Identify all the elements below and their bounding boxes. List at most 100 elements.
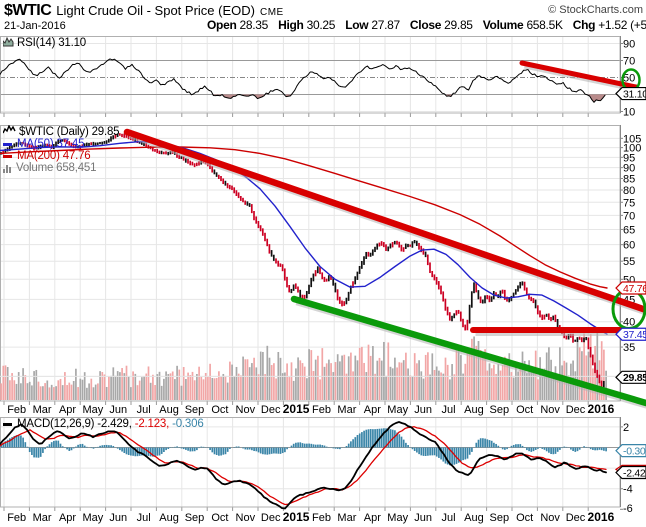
month-axis-labels: Feb Mar Apr May Jun Jul Aug Sep Oct Nov Dec 2015 Feb… (7, 402, 614, 524)
price-legend-label: $WTIC (Daily) 29.85 (19, 125, 120, 138)
svg-text:Apr: Apr (364, 404, 381, 416)
red-trendline-annotation (519, 60, 639, 90)
svg-text:100: 100 (623, 143, 641, 155)
svg-text:2: 2 (623, 422, 629, 434)
macd-legend: MACD(12,26,9) -2.429, -2.123, -0.306 (3, 418, 204, 430)
svg-text:Feb: Feb (7, 404, 26, 416)
svg-text:2016: 2016 (588, 510, 615, 524)
chg-label: Chg (572, 18, 596, 32)
svg-text:Sep: Sep (185, 512, 205, 524)
instrument-name: Light Crude Oil - Spot Price (EOD) (56, 3, 255, 18)
svg-text:37.45: 37.45 (623, 329, 646, 341)
svg-text:Aug: Aug (159, 512, 179, 524)
svg-text:Aug: Aug (464, 404, 484, 416)
svg-text:May: May (387, 512, 408, 524)
ma200-legend: MA(200) 47.76 (3, 150, 91, 162)
ma200-legend-label: MA(200) 47.76 (17, 150, 91, 162)
svg-text:Jul: Jul (441, 512, 455, 524)
rsi-series (0, 58, 607, 103)
macd-legend-value: -2.429, (97, 418, 132, 430)
svg-text:90: 90 (623, 39, 635, 51)
svg-text:70: 70 (623, 210, 635, 222)
volume-legend: Volume 658,451 (3, 162, 97, 174)
svg-text:Aug: Aug (464, 512, 484, 524)
svg-text:40: 40 (623, 317, 635, 329)
green-trendline-annotation (290, 295, 646, 407)
rsi-legend-label: RSI(14) 31.10 (17, 37, 86, 49)
macd-legend-signal: -2.123, (134, 418, 170, 430)
svg-text:Feb: Feb (312, 512, 331, 524)
chart-date: 21-Jan-2016 (4, 20, 66, 32)
ma50-legend-label: MA(50) 37.45 (17, 138, 85, 150)
volume-bars-icon (3, 164, 11, 173)
svg-text:Aug: Aug (159, 404, 179, 416)
candlestick-series (0, 133, 605, 389)
ma50-legend: MA(50) 37.45 (3, 138, 84, 150)
svg-text:Mar: Mar (33, 512, 52, 524)
svg-text:Mar: Mar (337, 404, 356, 416)
svg-text:Oct: Oct (516, 404, 533, 416)
red-trendline-annotation (123, 128, 646, 314)
svg-text:47.76: 47.76 (623, 283, 646, 295)
low-label: Low (345, 18, 369, 32)
volume-label: Volume (482, 18, 524, 32)
svg-text:35: 35 (623, 342, 635, 354)
svg-text:70: 70 (623, 56, 635, 68)
svg-text:Feb: Feb (7, 512, 26, 524)
svg-text:Nov: Nov (540, 512, 560, 524)
svg-text:Sep: Sep (490, 404, 510, 416)
rsi-legend: RSI(14) 31.10 (2, 36, 86, 50)
svg-text:105: 105 (623, 133, 641, 145)
svg-text:-0.30: -0.30 (623, 445, 646, 457)
close-value: 29.85 (444, 18, 473, 32)
svg-text:Oct: Oct (211, 404, 228, 416)
svg-text:Dec: Dec (261, 512, 281, 524)
svg-text:Nov: Nov (236, 404, 256, 416)
svg-text:Dec: Dec (566, 512, 586, 524)
svg-text:85: 85 (623, 173, 635, 185)
open-label: Open (207, 18, 237, 32)
svg-text:May: May (83, 404, 104, 416)
macd-series (0, 421, 607, 510)
svg-text:2016: 2016 (588, 402, 615, 416)
svg-text:31.10: 31.10 (623, 88, 646, 100)
exchange-label: CME (259, 7, 284, 18)
ma200-swatch-icon (3, 154, 12, 158)
macd-legend-hist: -0.306 (172, 418, 204, 430)
svg-text:-6: -6 (623, 503, 633, 515)
svg-text:Apr: Apr (59, 404, 76, 416)
svg-text:May: May (83, 512, 104, 524)
svg-text:55: 55 (623, 256, 635, 268)
svg-text:Jun: Jun (414, 512, 432, 524)
svg-text:Mar: Mar (337, 512, 356, 524)
svg-text:Sep: Sep (185, 404, 205, 416)
axis-value-boxes: 31.10 47.76 37.45 29.85 -0.30 -2.42 (614, 86, 646, 479)
svg-text:Apr: Apr (364, 512, 381, 524)
svg-text:Feb: Feb (312, 404, 331, 416)
open-value: 28.35 (239, 18, 269, 32)
price-squiggle-icon (2, 124, 16, 138)
macd-legend-name: MACD(12,26,9) (17, 418, 95, 430)
ma50-swatch-icon (3, 142, 12, 146)
svg-text:-2.42: -2.42 (623, 467, 646, 479)
svg-text:Sep: Sep (490, 512, 510, 524)
svg-text:Nov: Nov (236, 512, 256, 524)
volume-bars (0, 332, 620, 400)
macd-swatch-icon (3, 422, 12, 426)
high-label: High (278, 18, 304, 32)
stockcharts-credit-link[interactable]: © StockCharts.com (548, 4, 643, 16)
svg-text:Oct: Oct (211, 512, 228, 524)
svg-text:Nov: Nov (540, 404, 560, 416)
svg-text:Jul: Jul (137, 404, 151, 416)
svg-text:Jun: Jun (109, 404, 127, 416)
svg-text:60: 60 (623, 240, 635, 252)
svg-text:Apr: Apr (59, 512, 76, 524)
svg-text:75: 75 (623, 197, 635, 209)
svg-text:Mar: Mar (33, 404, 52, 416)
svg-text:80: 80 (623, 185, 635, 197)
svg-text:29.85: 29.85 (623, 372, 646, 384)
annotations (123, 60, 646, 409)
svg-text:95: 95 (623, 152, 635, 164)
